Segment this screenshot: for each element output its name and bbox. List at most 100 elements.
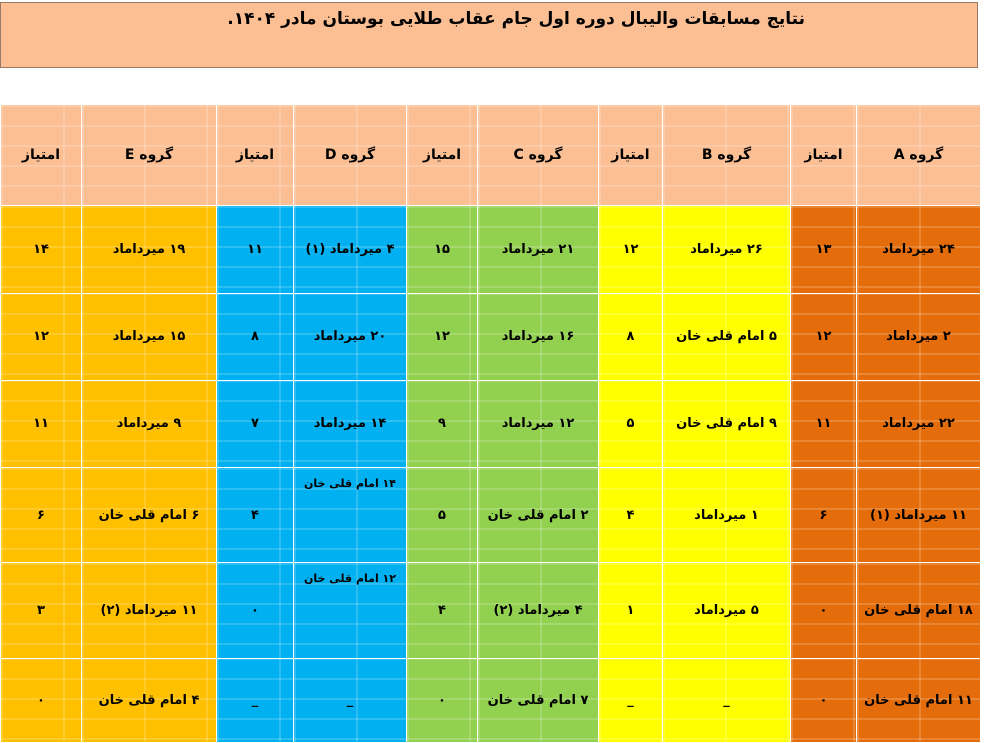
cell-value: ۱۲ <box>622 241 639 257</box>
cell-value: ۱۲ <box>33 329 49 345</box>
cell-value: ۹ امام قلی خان <box>676 416 777 432</box>
cell-value: ۷ امام قلی خان <box>487 692 589 708</box>
cell-value: ۱۹ میرداماد <box>112 241 186 257</box>
cell-value: ۱ <box>626 603 635 619</box>
cell-value: ۱۱ میرداماد (۱) <box>870 507 967 523</box>
cell-e-team: ۱۵ میرداماد <box>81 292 217 381</box>
cell-value: ۸ <box>626 329 635 345</box>
cell-d-score: ۷ <box>216 379 294 469</box>
cell-e-score: ۱۱ <box>0 379 82 469</box>
header-label: امتیاز <box>21 147 61 164</box>
cell-value: ۱۶ میرداماد <box>501 329 575 345</box>
header-cell-d-team: گروه D <box>293 103 407 207</box>
cell-value: _ <box>346 692 354 708</box>
cell-a-team: ۱۸ امام قلی خان <box>856 562 981 659</box>
cell-a-score: ۱۳ <box>790 205 857 294</box>
cell-d-score: ۸ <box>216 292 294 381</box>
table-row: ۳ ۱۱ میرداماد (۲) ۰ ۱۲ امام قلی خان ۴ ۴ میردا… <box>0 562 981 659</box>
cell-value: ۱۲ <box>434 329 450 345</box>
cell-b-team: _ <box>662 657 791 743</box>
cell-value: ۶ <box>819 507 828 523</box>
cell-d-score: ۴ <box>216 467 294 564</box>
header-cell-e-score: امتیاز <box>0 103 82 207</box>
cell-value: ۰ <box>37 692 45 708</box>
header-label: امتیاز <box>611 147 650 164</box>
cell-c-team: ۱۶ میرداماد <box>477 292 599 381</box>
cell-c-score: ۹ <box>406 379 478 469</box>
header-label: گروه A <box>893 147 944 164</box>
cell-value: _ <box>627 692 634 708</box>
cell-b-score: ۱ <box>598 562 663 659</box>
cell-d-team: ۴ میرداماد (۱) <box>293 205 407 294</box>
header-cell-b-score: امتیاز <box>598 103 663 207</box>
header-row: امتیاز گروه E امتیاز گروه D امتیاز گروه C امتی… <box>0 103 981 207</box>
cell-value: ۱۸ امام قلی خان <box>864 603 973 619</box>
cell-value: ۱۴ <box>33 241 49 257</box>
table-row: ۱۴ ۱۹ میرداماد ۱۱ ۴ میرداماد (۱) ۱۵ ۲۱ میردام… <box>0 205 981 294</box>
cell-b-score: ۸ <box>598 292 663 381</box>
cell-a-team: ۲۴ میرداماد <box>856 205 981 294</box>
cell-value: ۱۳ <box>815 241 832 257</box>
header-label: امتیاز <box>804 147 843 164</box>
cell-d-team: ۲۰ میرداماد <box>293 292 407 381</box>
cell-value: _ <box>723 692 730 708</box>
cell-b-team: ۵ امام قلی خان <box>662 292 791 381</box>
header-label: امتیاز <box>235 147 275 164</box>
cell-e-score: ۳ <box>0 562 82 659</box>
cell-b-score: ۱۲ <box>598 205 663 294</box>
cell-e-team: ۱۱ میرداماد (۲) <box>81 562 217 659</box>
header-label: گروه D <box>324 147 376 164</box>
cell-value: ۴ <box>251 507 259 523</box>
cell-value: ۱۴ امام قلی خان <box>304 477 396 491</box>
cell-c-score: ۱۵ <box>406 205 478 294</box>
header-cell-a-team: گروه A <box>856 103 981 207</box>
cell-a-score: ۶ <box>790 467 857 564</box>
cell-value: ۲ امام قلی خان <box>487 507 589 523</box>
cell-value: ۹ میرداماد <box>116 416 182 432</box>
cell-b-team: ۲۶ میرداماد <box>662 205 791 294</box>
cell-a-score: ۱۱ <box>790 379 857 469</box>
table-row: ۱۱ ۹ میرداماد ۷ ۱۴ میرداماد ۹ ۱۲ میرداماد ۵ ۹ ا… <box>0 379 981 469</box>
cell-value: ۱۱ <box>815 416 832 432</box>
cell-value: ۴ <box>438 603 446 619</box>
cell-b-team: ۹ امام قلی خان <box>662 379 791 469</box>
cell-value: ۳ <box>37 603 45 619</box>
header-cell-c-score: امتیاز <box>406 103 478 207</box>
cell-value: ۵ میرداماد <box>694 603 759 619</box>
cell-value: ۱۲ میرداماد <box>501 416 575 432</box>
cell-b-score: ۵ <box>598 379 663 469</box>
cell-d-team: ۱۴ امام قلی خان <box>293 467 407 564</box>
cell-c-team: ۲ امام قلی خان <box>477 467 599 564</box>
cell-d-score: ۱۱ <box>216 205 294 294</box>
cell-c-team: ۱۲ میرداماد <box>477 379 599 469</box>
cell-value: ۴ <box>626 507 635 523</box>
cell-value: ۰ <box>438 692 446 708</box>
cell-value: ۰ <box>819 692 828 708</box>
table-row: ۰ ۴ امام قلی خان _ _ ۰ ۷ امام قلی خان _ _ ۰ ۱۱ ام… <box>0 657 981 743</box>
cell-value: ۱ میرداماد <box>694 507 759 523</box>
header-label: گروه C <box>513 147 563 164</box>
cell-e-team: ۶ امام قلی خان <box>81 467 217 564</box>
cell-e-score: ۱۴ <box>0 205 82 294</box>
cell-value: ۵ <box>626 416 635 432</box>
cell-b-score: _ <box>598 657 663 743</box>
cell-c-score: ۱۲ <box>406 292 478 381</box>
cell-c-score: ۰ <box>406 657 478 743</box>
header-cell-d-score: امتیاز <box>216 103 294 207</box>
header-cell-a-score: امتیاز <box>790 103 857 207</box>
header-cell-c-team: گروه C <box>477 103 599 207</box>
cell-c-team: ۷ امام قلی خان <box>477 657 599 743</box>
cell-a-team: ۲۲ میرداماد <box>856 379 981 469</box>
cell-e-score: ۰ <box>0 657 82 743</box>
cell-value: ۱۴ میرداماد <box>313 416 387 432</box>
cell-value: ۱۱ امام قلی خان <box>864 692 973 708</box>
cell-c-team: ۲۱ میرداماد <box>477 205 599 294</box>
cell-d-team: _ <box>293 657 407 743</box>
cell-value: ۵ امام قلی خان <box>676 329 777 345</box>
cell-value: ۴ میرداماد (۱) <box>305 241 395 257</box>
cell-value: ۱۲ امام قلی خان <box>304 572 396 586</box>
cell-e-score: ۶ <box>0 467 82 564</box>
cell-d-score: ۰ <box>216 562 294 659</box>
cell-value: ۴ میرداماد (۲) <box>493 603 583 619</box>
cell-d-team: ۱۲ امام قلی خان <box>293 562 407 659</box>
